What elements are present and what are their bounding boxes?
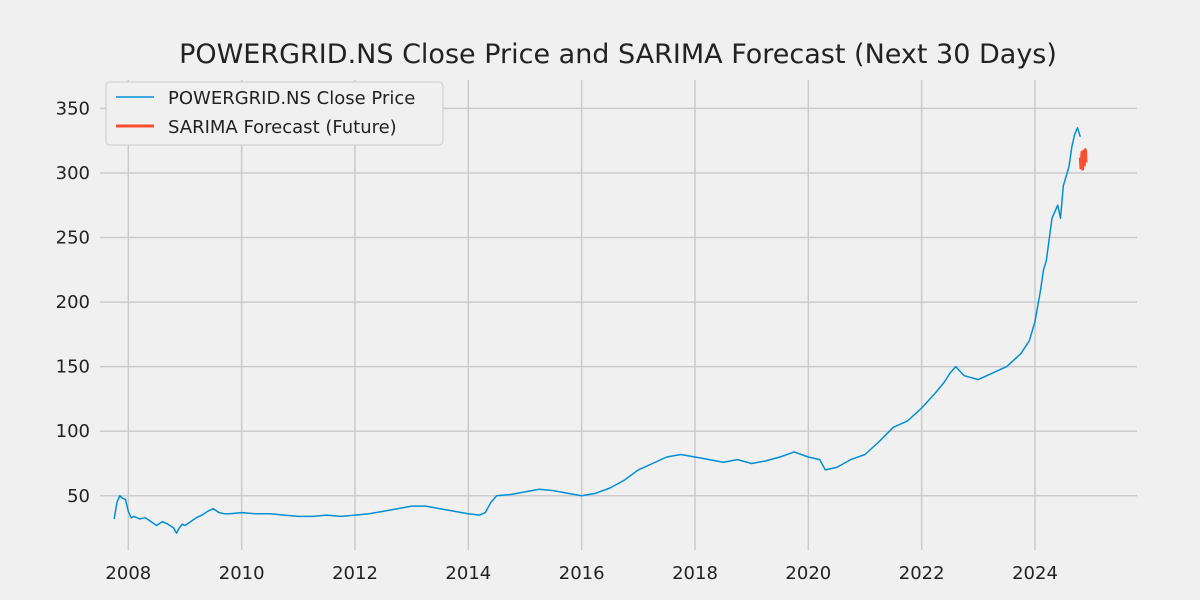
x-tick-label: 2010 <box>219 563 265 584</box>
y-tick-label: 50 <box>67 486 90 507</box>
tick-labels: 2008 2010 2012 2014 2016 2018 2020 2022 2024 50 10… <box>56 98 1058 584</box>
chart-title: POWERGRID.NS Close Price and SARIMA Fore… <box>179 39 1057 70</box>
grid <box>100 80 1137 550</box>
y-tick-label: 150 <box>56 357 90 378</box>
y-tick-label: 300 <box>56 163 90 184</box>
y-tick-label: 250 <box>56 228 90 249</box>
x-tick-label: 2018 <box>672 563 718 584</box>
legend-label-forecast: SARIMA Forecast (Future) <box>168 117 397 138</box>
x-tick-label: 2014 <box>445 563 491 584</box>
y-tick-label: 100 <box>56 421 90 442</box>
x-tick-label: 2012 <box>332 563 378 584</box>
legend-label-close-price: POWERGRID.NS Close Price <box>168 88 415 109</box>
x-tick-label: 2008 <box>105 563 151 584</box>
y-tick-label: 350 <box>56 98 90 119</box>
legend-box <box>105 81 444 146</box>
series-line-close-price <box>113 127 1082 534</box>
series-layer <box>113 127 1088 534</box>
x-tick-label: 2024 <box>1012 563 1058 584</box>
x-tick-label: 2016 <box>559 563 605 584</box>
legend: POWERGRID.NS Close Price SARIMA Forecast… <box>105 81 444 146</box>
series-line-sarima-forecast <box>1078 148 1088 171</box>
y-tick-label: 200 <box>56 292 90 313</box>
x-tick-label: 2022 <box>899 563 945 584</box>
x-tick-label: 2020 <box>785 563 831 584</box>
